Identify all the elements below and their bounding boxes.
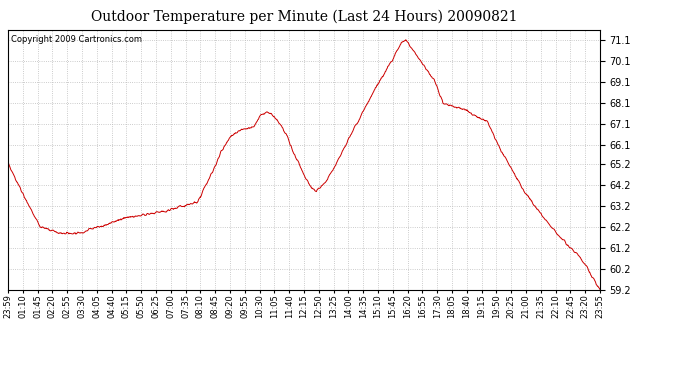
Text: Outdoor Temperature per Minute (Last 24 Hours) 20090821: Outdoor Temperature per Minute (Last 24 …: [91, 10, 518, 24]
Text: Copyright 2009 Cartronics.com: Copyright 2009 Cartronics.com: [11, 35, 142, 44]
